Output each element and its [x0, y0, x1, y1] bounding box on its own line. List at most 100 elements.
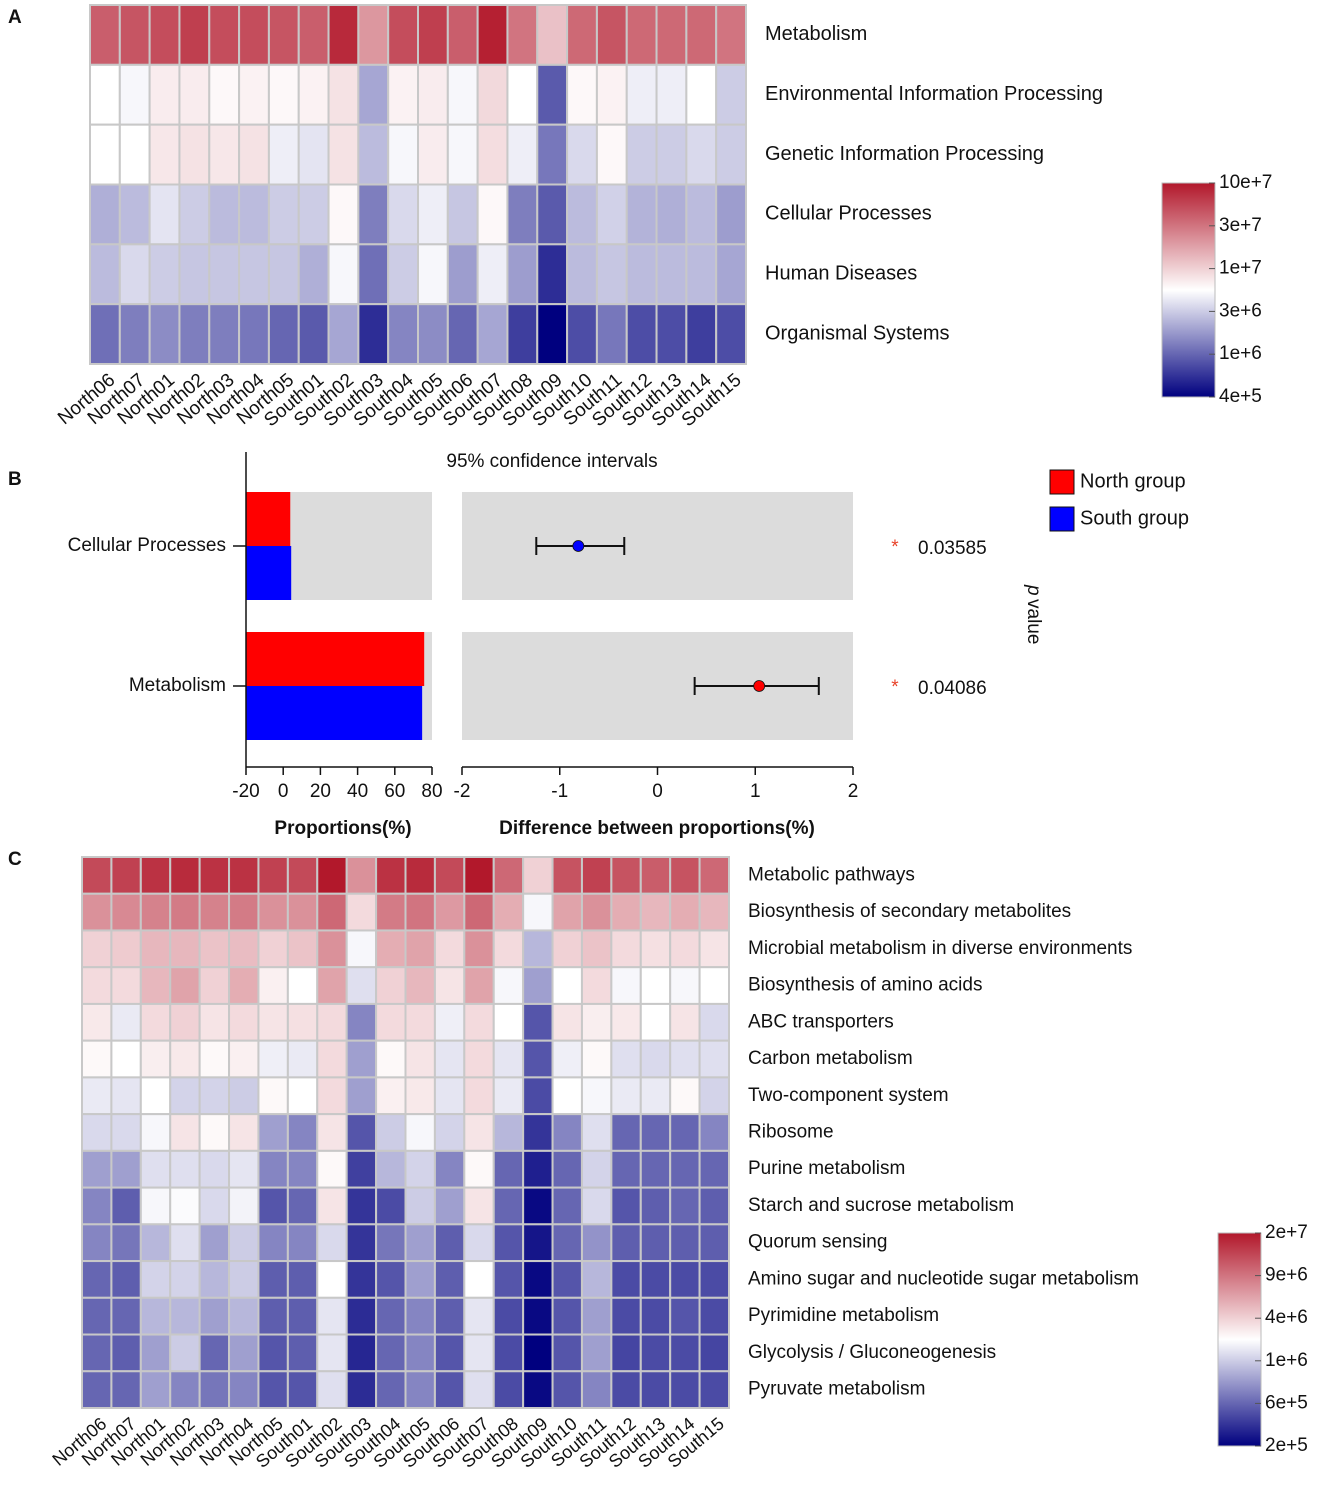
heatmap-cell — [580, 1223, 613, 1263]
row-label: Metabolic pathways — [748, 864, 915, 885]
heatmap-cell — [669, 1370, 701, 1410]
heatmap-cell — [198, 1149, 231, 1189]
difference-point — [753, 680, 766, 692]
heatmap-cell — [118, 243, 151, 306]
heatmap-cell — [715, 303, 748, 365]
heatmap-cell — [492, 1076, 525, 1116]
heatmap-cell — [110, 1002, 142, 1042]
heatmap-cell — [551, 856, 583, 895]
heatmap-cell — [669, 892, 701, 932]
heatmap-cell — [433, 1149, 466, 1189]
heatmap-cell — [492, 1296, 525, 1336]
heatmap-cell — [208, 243, 241, 306]
bar — [246, 546, 292, 600]
heatmap-cell — [257, 1223, 289, 1263]
heatmap-cell — [148, 123, 181, 186]
heatmap-cell — [595, 183, 628, 246]
x2-tick-label: 0 — [652, 781, 663, 802]
row-label: Carbon metabolism — [748, 1048, 913, 1069]
heatmap-cell — [118, 303, 151, 365]
heatmap-cell — [463, 1296, 495, 1336]
heatmap-cell — [580, 1076, 613, 1116]
x2-axis-label: Difference between proportions(%) — [499, 818, 815, 839]
heatmap-cell — [316, 892, 348, 932]
heatmap-cell — [345, 1260, 378, 1299]
heatmap-cell — [81, 1076, 113, 1116]
category-label: Metabolism — [129, 675, 226, 696]
heatmap-cell — [463, 966, 495, 1005]
heatmap-cell — [551, 1039, 583, 1079]
heatmap-cell — [476, 183, 509, 246]
heatmap-cell — [178, 303, 211, 365]
heatmap-cell — [417, 243, 449, 306]
heatmap-cell — [110, 1113, 142, 1152]
heatmap-cell — [286, 1223, 319, 1263]
heatmap-cell — [110, 1186, 142, 1226]
heatmap-cell — [257, 966, 289, 1005]
colorbar-tick-label: 3e+7 — [1219, 215, 1262, 236]
heatmap-cell — [387, 243, 420, 306]
heatmap-cell — [81, 892, 113, 932]
heatmap-cell — [610, 966, 642, 1005]
heatmap-cell — [345, 856, 378, 895]
heatmap-cell — [345, 1002, 378, 1042]
heatmap-cell — [404, 1296, 436, 1336]
heatmap-cell — [81, 1149, 113, 1189]
heatmap-cell — [639, 929, 672, 969]
heatmap-cell — [492, 966, 525, 1005]
row-label: Biosynthesis of amino acids — [748, 975, 982, 996]
heatmap-cell — [178, 243, 211, 306]
row-label: Biosynthesis of secondary metabolites — [748, 901, 1071, 922]
heatmap-cell — [316, 1149, 348, 1189]
significance-mark: * — [891, 677, 899, 698]
heatmap-cell — [297, 183, 330, 246]
heatmap-cell — [580, 1039, 613, 1079]
heatmap-cell — [267, 183, 300, 246]
heatmap-cell — [169, 1002, 201, 1042]
heatmap-cell — [536, 4, 569, 66]
heatmap-cell — [228, 856, 260, 895]
heatmap-cell — [655, 183, 688, 246]
heatmap-cell — [110, 1223, 142, 1263]
heatmap-cell — [198, 1186, 231, 1226]
heatmap-cell — [238, 243, 270, 306]
heatmap-cell — [492, 1149, 525, 1189]
heatmap-cell — [655, 123, 688, 186]
row-label: Metabolism — [765, 23, 867, 45]
heatmap-cell — [522, 1223, 554, 1263]
heatmap-cell — [267, 63, 300, 126]
heatmap-cell — [81, 1113, 113, 1152]
heatmap-cell — [316, 1113, 348, 1152]
heatmap-cell — [387, 123, 420, 186]
heatmap-cell — [357, 183, 390, 246]
heatmap-cell — [286, 1333, 319, 1373]
x-tick-label: -20 — [232, 781, 259, 802]
heatmap-cell — [639, 1370, 672, 1410]
heatmap-cell — [446, 243, 479, 306]
heatmap-cell — [610, 1002, 642, 1042]
heatmap-cell — [81, 1370, 113, 1410]
heatmap-cell — [81, 1296, 113, 1336]
heatmap-cell — [433, 1223, 466, 1263]
panel-letter: C — [8, 849, 22, 870]
heatmap-cell — [208, 4, 241, 66]
heatmap-cell — [551, 1370, 583, 1410]
heatmap-cell — [110, 1296, 142, 1336]
heatmap-cell — [463, 1149, 495, 1189]
heatmap-cell — [375, 1186, 407, 1226]
heatmap-cell — [118, 63, 151, 126]
heatmap-cell — [228, 892, 260, 932]
heatmap-cell — [551, 1223, 583, 1263]
heatmap-cell — [698, 1223, 730, 1263]
heatmap-cell — [639, 1223, 672, 1263]
heatmap-cell — [536, 183, 569, 246]
heatmap-cell — [316, 1223, 348, 1263]
heatmap-cell — [463, 929, 495, 969]
row-label: Pyrimidine metabolism — [748, 1305, 939, 1326]
heatmap-cell — [536, 303, 569, 365]
heatmap-cell — [286, 966, 319, 1005]
heatmap-cell — [492, 856, 525, 895]
row-label: Amino sugar and nucleotide sugar metabol… — [748, 1268, 1139, 1289]
heatmap-cell — [669, 1149, 701, 1189]
colorbar — [1217, 1232, 1262, 1447]
